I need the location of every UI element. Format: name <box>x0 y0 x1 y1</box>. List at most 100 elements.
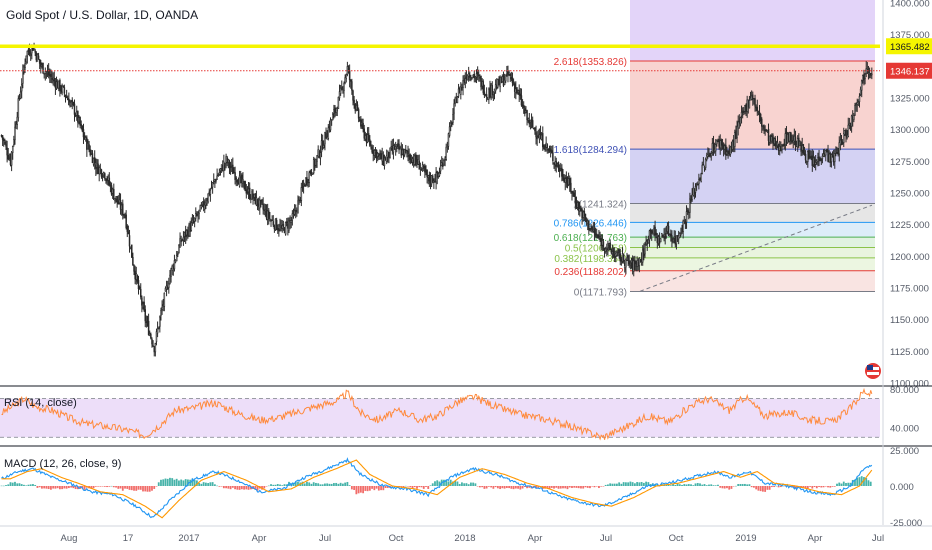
macd-hist-bar <box>337 483 340 486</box>
candle-body <box>689 198 691 213</box>
candle-body <box>412 159 415 164</box>
candle-body <box>778 146 781 151</box>
candle-body <box>656 236 659 243</box>
macd-hist-bar <box>404 485 407 487</box>
candle-body <box>34 50 36 53</box>
candle-body <box>713 149 716 152</box>
candle-body <box>434 180 436 183</box>
macd-hist-bar <box>847 482 850 486</box>
candle-body <box>867 72 870 75</box>
candle-body <box>439 165 442 172</box>
macd-hist-bar <box>328 483 331 486</box>
candle-body <box>33 48 35 51</box>
candle-body <box>500 77 502 84</box>
macd-hist-bar <box>568 486 571 488</box>
macd-hist-bar <box>737 484 740 486</box>
macd-hist-bar <box>766 486 769 490</box>
candle-body <box>629 263 632 266</box>
macd-hist-bar <box>546 486 549 488</box>
candle-body <box>232 164 234 175</box>
macd-hist-bar <box>593 486 596 488</box>
candle-body <box>72 102 75 106</box>
candle-body <box>828 153 830 163</box>
candle-body <box>585 220 588 223</box>
candle-body <box>134 270 136 280</box>
candle-body <box>856 102 858 106</box>
candle-body <box>860 80 863 91</box>
candle-body <box>736 126 738 139</box>
candle-body <box>534 128 536 132</box>
candle-body <box>143 301 145 311</box>
candle-body <box>586 220 589 224</box>
candle-body <box>759 114 762 121</box>
macd-hist-bar <box>402 486 405 488</box>
macd-hist-bar <box>227 486 230 489</box>
candle-body <box>396 144 398 148</box>
candle-body <box>732 139 735 146</box>
macd-hist-bar <box>110 485 113 487</box>
candle-body <box>850 115 853 127</box>
candle-body <box>315 159 317 166</box>
macd-hist-bar <box>204 482 207 486</box>
candle-body <box>643 248 645 256</box>
candle-body <box>462 80 464 88</box>
candle-body <box>226 157 228 164</box>
candle-body <box>38 59 41 64</box>
price-axis-tick: 1375.000 <box>890 30 930 41</box>
current-price-tag: 1346.137 <box>886 62 932 79</box>
macd-hist-bar <box>487 486 490 487</box>
candle-body <box>589 228 591 231</box>
price-axis-tick: 1200.000 <box>890 252 930 263</box>
candle-body <box>318 150 321 158</box>
macd-hist-bar <box>714 485 717 486</box>
candle-body <box>336 109 339 112</box>
candle-body <box>429 179 432 184</box>
candle-body <box>620 259 623 261</box>
macd-hist-bar <box>710 484 713 486</box>
macd-hist-bar <box>375 486 378 489</box>
candle-body <box>329 119 332 131</box>
candle-body <box>466 74 469 81</box>
macd-hist-bar <box>357 486 360 494</box>
candle-body <box>170 268 172 277</box>
candle-body <box>793 135 796 142</box>
candle-body <box>229 165 232 168</box>
candle-body <box>192 221 195 223</box>
candle-body <box>316 155 318 162</box>
candle-body <box>635 265 637 267</box>
macd-hist-bar <box>135 486 138 491</box>
price-axis-tick: 1125.000 <box>890 347 929 358</box>
candle-body <box>335 107 337 113</box>
candle-body <box>553 162 555 164</box>
candle-body <box>617 251 619 253</box>
resistance-tag-text: 1365.482 <box>890 42 930 53</box>
candle-body <box>206 200 208 205</box>
candle-body <box>274 218 277 230</box>
candle-body <box>607 243 609 249</box>
macd-hist-bar <box>712 485 715 486</box>
macd-hist-bar <box>220 486 223 487</box>
candle-body <box>805 160 808 163</box>
candle-body <box>741 110 744 114</box>
candle-body <box>278 228 280 232</box>
macd-hist-bar <box>306 481 308 486</box>
macd-hist-bar <box>618 482 621 486</box>
fib-retracement-band <box>630 270 875 292</box>
candle-body <box>840 140 843 143</box>
candle-body <box>627 255 629 261</box>
candle-body <box>461 85 463 88</box>
macd-hist-bar <box>43 486 46 489</box>
candle-body <box>685 211 688 223</box>
macd-hist-bar <box>703 484 706 486</box>
macd-hist-bar <box>676 483 679 486</box>
macd-hist-bar <box>45 486 48 489</box>
candle-body <box>869 73 872 76</box>
candle-body <box>137 280 140 289</box>
candle-body <box>747 100 750 108</box>
macd-hist-bar <box>555 486 558 488</box>
macd-hist-bar <box>270 484 272 486</box>
candle-body <box>337 96 340 110</box>
candle-body <box>458 87 461 94</box>
candle-body <box>498 78 500 86</box>
